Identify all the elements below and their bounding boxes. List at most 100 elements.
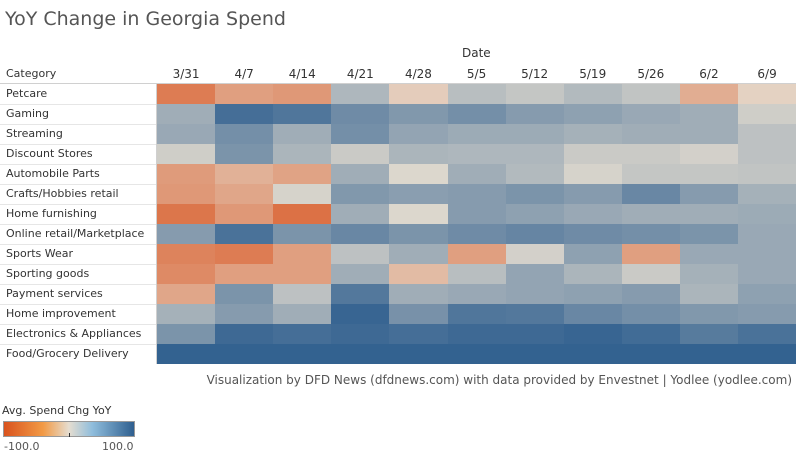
heatmap-cell[interactable] bbox=[215, 84, 274, 104]
heatmap-cell[interactable] bbox=[505, 104, 565, 124]
heatmap-cell[interactable] bbox=[505, 144, 565, 164]
heatmap-cell[interactable] bbox=[679, 284, 739, 304]
heatmap-cell[interactable] bbox=[738, 164, 796, 184]
heatmap-cell[interactable] bbox=[505, 284, 565, 304]
heatmap-cell[interactable] bbox=[563, 224, 623, 244]
heatmap-cell[interactable] bbox=[215, 144, 274, 164]
heatmap-cell[interactable] bbox=[157, 184, 216, 204]
heatmap-cell[interactable] bbox=[563, 104, 623, 124]
heatmap-cell[interactable] bbox=[331, 184, 390, 204]
heatmap-cell[interactable] bbox=[331, 284, 390, 304]
heatmap-cell[interactable] bbox=[621, 184, 681, 204]
heatmap-cell[interactable] bbox=[738, 184, 796, 204]
heatmap-cell[interactable] bbox=[621, 84, 681, 104]
heatmap-cell[interactable] bbox=[738, 284, 796, 304]
heatmap-cell[interactable] bbox=[505, 344, 565, 364]
heatmap-cell[interactable] bbox=[389, 144, 449, 164]
heatmap-cell[interactable] bbox=[215, 124, 274, 144]
heatmap-cell[interactable] bbox=[273, 84, 332, 104]
heatmap-cell[interactable] bbox=[738, 344, 796, 364]
heatmap-cell[interactable] bbox=[215, 284, 274, 304]
heatmap-cell[interactable] bbox=[447, 204, 507, 224]
heatmap-cell[interactable] bbox=[389, 264, 449, 284]
heatmap-cell[interactable] bbox=[273, 264, 332, 284]
heatmap-cell[interactable] bbox=[738, 124, 796, 144]
heatmap-cell[interactable] bbox=[331, 204, 390, 224]
heatmap-cell[interactable] bbox=[563, 324, 623, 344]
heatmap-cell[interactable] bbox=[389, 304, 449, 324]
heatmap-cell[interactable] bbox=[563, 344, 623, 364]
heatmap-cell[interactable] bbox=[447, 244, 507, 264]
heatmap-cell[interactable] bbox=[563, 244, 623, 264]
heatmap-cell[interactable] bbox=[331, 224, 390, 244]
heatmap-cell[interactable] bbox=[679, 164, 739, 184]
heatmap-cell[interactable] bbox=[621, 264, 681, 284]
heatmap-cell[interactable] bbox=[157, 144, 216, 164]
heatmap-cell[interactable] bbox=[563, 184, 623, 204]
heatmap-cell[interactable] bbox=[215, 164, 274, 184]
heatmap-cell[interactable] bbox=[738, 104, 796, 124]
heatmap-cell[interactable] bbox=[447, 124, 507, 144]
heatmap-cell[interactable] bbox=[331, 124, 390, 144]
heatmap-cell[interactable] bbox=[331, 84, 390, 104]
heatmap-cell[interactable] bbox=[621, 284, 681, 304]
heatmap-cell[interactable] bbox=[621, 104, 681, 124]
heatmap-cell[interactable] bbox=[679, 104, 739, 124]
heatmap-cell[interactable] bbox=[738, 304, 796, 324]
heatmap-cell[interactable] bbox=[621, 124, 681, 144]
heatmap-cell[interactable] bbox=[273, 104, 332, 124]
heatmap-cell[interactable] bbox=[621, 344, 681, 364]
heatmap-cell[interactable] bbox=[447, 284, 507, 304]
heatmap-cell[interactable] bbox=[679, 184, 739, 204]
heatmap-cell[interactable] bbox=[679, 264, 739, 284]
heatmap-cell[interactable] bbox=[215, 344, 274, 364]
heatmap-cell[interactable] bbox=[331, 244, 390, 264]
heatmap-cell[interactable] bbox=[505, 124, 565, 144]
heatmap-cell[interactable] bbox=[505, 264, 565, 284]
heatmap-cell[interactable] bbox=[273, 324, 332, 344]
heatmap-cell[interactable] bbox=[679, 204, 739, 224]
heatmap-cell[interactable] bbox=[157, 204, 216, 224]
heatmap-cell[interactable] bbox=[505, 204, 565, 224]
heatmap-cell[interactable] bbox=[273, 304, 332, 324]
heatmap-cell[interactable] bbox=[273, 344, 332, 364]
heatmap-cell[interactable] bbox=[331, 144, 390, 164]
heatmap-cell[interactable] bbox=[679, 344, 739, 364]
heatmap-cell[interactable] bbox=[389, 344, 449, 364]
heatmap-cell[interactable] bbox=[679, 224, 739, 244]
heatmap-cell[interactable] bbox=[157, 224, 216, 244]
heatmap-cell[interactable] bbox=[157, 104, 216, 124]
heatmap-cell[interactable] bbox=[621, 304, 681, 324]
heatmap-cell[interactable] bbox=[447, 224, 507, 244]
heatmap-cell[interactable] bbox=[389, 224, 449, 244]
heatmap-cell[interactable] bbox=[505, 324, 565, 344]
heatmap-cell[interactable] bbox=[447, 164, 507, 184]
heatmap-cell[interactable] bbox=[447, 84, 507, 104]
heatmap-cell[interactable] bbox=[331, 304, 390, 324]
heatmap-cell[interactable] bbox=[331, 264, 390, 284]
heatmap-cell[interactable] bbox=[563, 144, 623, 164]
heatmap-cell[interactable] bbox=[738, 244, 796, 264]
heatmap-cell[interactable] bbox=[738, 144, 796, 164]
heatmap-cell[interactable] bbox=[273, 184, 332, 204]
heatmap-cell[interactable] bbox=[621, 204, 681, 224]
heatmap-cell[interactable] bbox=[389, 104, 449, 124]
heatmap-cell[interactable] bbox=[447, 324, 507, 344]
heatmap-cell[interactable] bbox=[273, 164, 332, 184]
heatmap-cell[interactable] bbox=[331, 164, 390, 184]
heatmap-cell[interactable] bbox=[157, 304, 216, 324]
heatmap-cell[interactable] bbox=[157, 164, 216, 184]
heatmap-cell[interactable] bbox=[389, 324, 449, 344]
heatmap-cell[interactable] bbox=[738, 324, 796, 344]
heatmap-cell[interactable] bbox=[505, 184, 565, 204]
heatmap-cell[interactable] bbox=[215, 264, 274, 284]
heatmap-cell[interactable] bbox=[389, 284, 449, 304]
heatmap-cell[interactable] bbox=[389, 124, 449, 144]
heatmap-cell[interactable] bbox=[157, 284, 216, 304]
heatmap-cell[interactable] bbox=[273, 244, 332, 264]
heatmap-cell[interactable] bbox=[621, 144, 681, 164]
heatmap-cell[interactable] bbox=[621, 224, 681, 244]
heatmap-cell[interactable] bbox=[447, 304, 507, 324]
heatmap-cell[interactable] bbox=[157, 124, 216, 144]
heatmap-cell[interactable] bbox=[215, 304, 274, 324]
